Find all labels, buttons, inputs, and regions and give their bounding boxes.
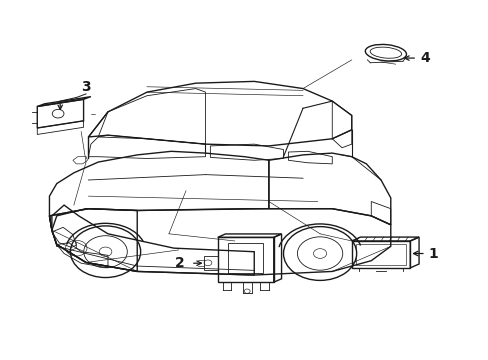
Text: 4: 4 xyxy=(419,51,429,65)
Text: 3: 3 xyxy=(81,80,91,94)
Text: 2: 2 xyxy=(175,256,184,270)
Text: 1: 1 xyxy=(428,247,438,261)
